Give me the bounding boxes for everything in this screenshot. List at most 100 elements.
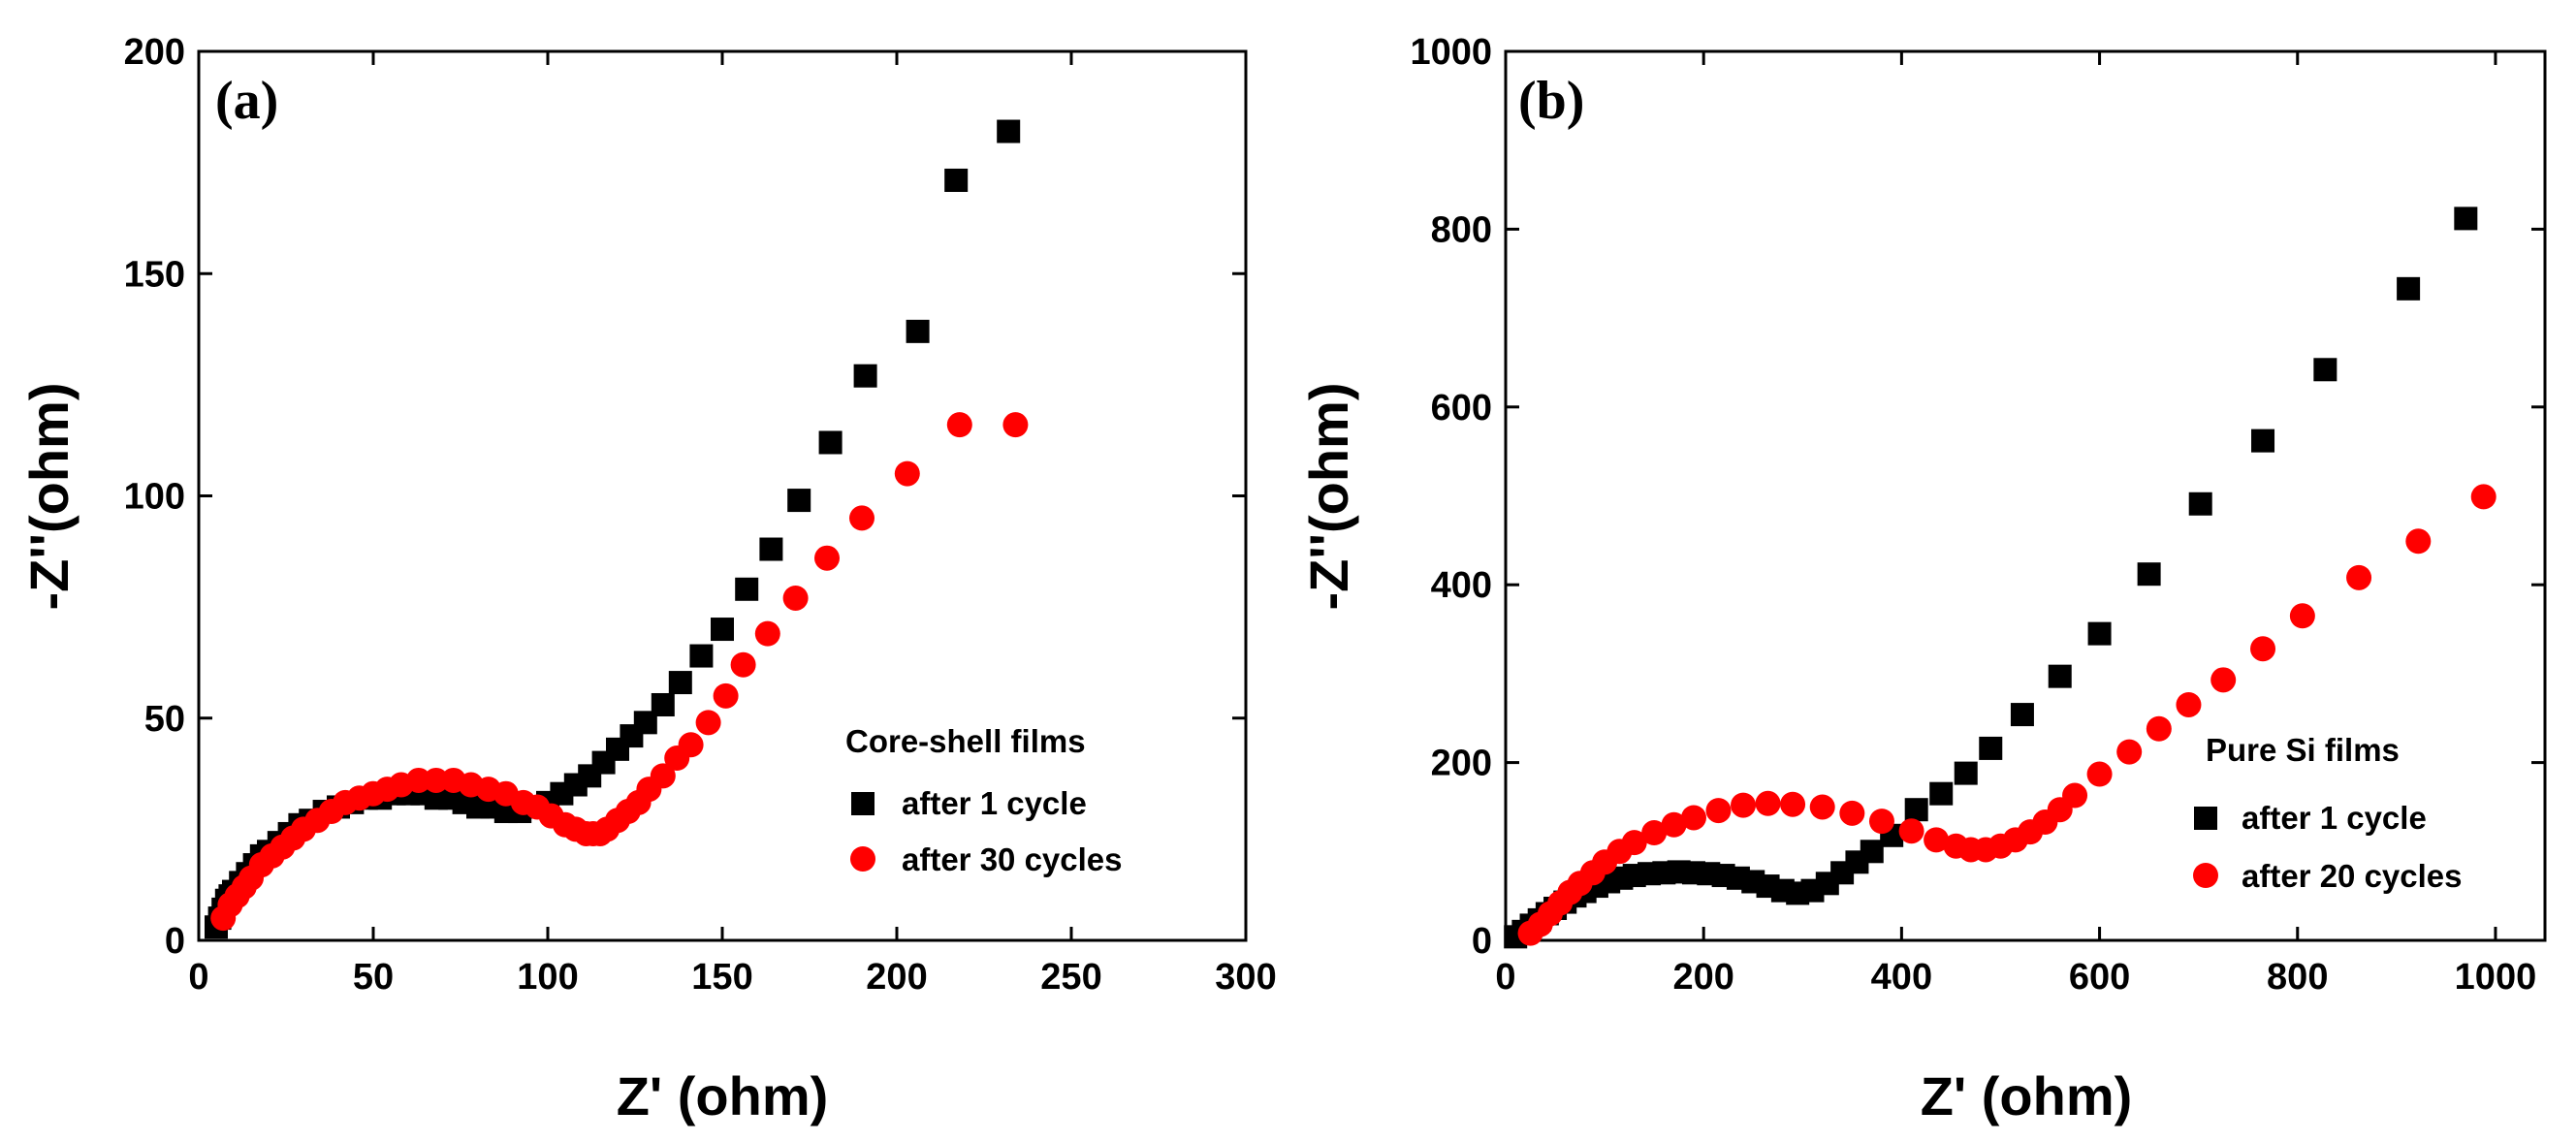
data-point-series-1 xyxy=(787,489,811,513)
data-point-series-2 xyxy=(2470,484,2496,510)
data-point-series-1 xyxy=(818,430,843,455)
panel-b-legend-marker-1 xyxy=(2194,807,2217,830)
data-point-series-1 xyxy=(944,168,969,192)
x-tick-label: 150 xyxy=(691,957,752,998)
data-point-series-1 xyxy=(1979,736,2003,760)
y-tick-label: 200 xyxy=(1431,744,1492,784)
x-tick-label: 1000 xyxy=(2455,957,2537,998)
data-point-series-2 xyxy=(2146,715,2172,742)
panel-b-legend-entry-1: after 1 cycle xyxy=(2242,800,2427,836)
panel-a-y-axis-label: -Z''(ohm) xyxy=(18,383,80,611)
data-point-series-2 xyxy=(405,767,431,793)
panel-a-ticks: 0 50 100 150 200 250 300 0 50 100 150 200 xyxy=(124,32,1277,998)
x-tick-label: 200 xyxy=(1672,957,1733,998)
x-tick-label: 0 xyxy=(188,957,208,998)
panel-a-legend-title: Core-shell films xyxy=(845,723,1086,759)
data-point-series-2 xyxy=(1809,794,1835,820)
data-point-series-2 xyxy=(894,460,920,487)
x-tick-label: 800 xyxy=(2267,957,2328,998)
data-point-series-1 xyxy=(735,577,759,601)
panel-b-chart: 0 200 400 600 800 1000 0 200 400 600 800 1000 (b) Z… xyxy=(1298,32,2547,1126)
data-point-series-2 xyxy=(2210,667,2237,693)
data-point-series-1 xyxy=(1929,781,1954,806)
data-point-series-2 xyxy=(2289,603,2315,629)
y-tick-label: 400 xyxy=(1431,565,1492,606)
y-tick-label: 600 xyxy=(1431,388,1492,428)
data-point-series-2 xyxy=(1002,412,1029,438)
panel-a-legend-marker-1 xyxy=(851,792,875,815)
x-tick-label: 400 xyxy=(1871,957,1932,998)
data-point-series-2 xyxy=(1641,820,1668,846)
data-point-series-2 xyxy=(946,412,972,438)
x-tick-label: 300 xyxy=(1215,957,1276,998)
data-point-series-2 xyxy=(1924,827,1950,853)
panel-b-label: (b) xyxy=(1518,71,1584,131)
x-tick-label: 200 xyxy=(866,957,927,998)
data-point-series-1 xyxy=(2251,428,2275,453)
data-point-series-1 xyxy=(689,644,714,668)
y-tick-label: 1000 xyxy=(1410,32,1492,73)
data-point-series-2 xyxy=(782,585,809,611)
data-point-series-2 xyxy=(2346,564,2372,590)
panel-b-legend-marker-2 xyxy=(2193,863,2218,888)
panel-b-legend: Pure Si films after 1 cycle after 20 cyc… xyxy=(2193,732,2463,894)
data-point-series-2 xyxy=(1755,790,1781,816)
data-point-series-2 xyxy=(650,763,676,789)
data-point-series-1 xyxy=(1954,761,1978,785)
panel-a-label: (a) xyxy=(215,71,278,131)
panel-b-y-axis-label: -Z''(ohm) xyxy=(1298,383,1359,611)
panel-a-chart: 0 50 100 150 200 250 300 0 50 100 150 200 (a) Z' (o… xyxy=(18,32,1277,1126)
data-point-series-1 xyxy=(2454,206,2478,231)
data-point-series-2 xyxy=(1780,791,1806,817)
data-point-series-1 xyxy=(2087,621,2112,646)
panel-a-legend-entry-2: after 30 cycles xyxy=(902,841,1123,877)
data-point-series-2 xyxy=(849,505,875,531)
data-point-series-2 xyxy=(2086,761,2113,787)
data-point-series-1 xyxy=(2137,562,2161,587)
y-tick-label: 0 xyxy=(165,921,185,962)
data-point-series-2 xyxy=(730,651,756,678)
data-point-series-2 xyxy=(1680,805,1706,831)
data-point-series-1 xyxy=(668,671,692,695)
data-point-series-2 xyxy=(678,732,704,758)
y-tick-label: 50 xyxy=(144,699,185,740)
data-point-series-2 xyxy=(1621,830,1647,856)
panel-b-legend-entry-2: after 20 cycles xyxy=(2242,858,2463,894)
panel-b-plot-frame xyxy=(1504,49,2547,942)
data-point-series-1 xyxy=(2397,276,2421,301)
data-point-series-2 xyxy=(2250,636,2276,662)
data-point-series-2 xyxy=(2062,782,2088,809)
data-point-series-1 xyxy=(2048,664,2072,688)
x-tick-label: 50 xyxy=(353,957,394,998)
x-tick-label: 0 xyxy=(1495,957,1515,998)
panel-a-legend-marker-2 xyxy=(850,846,875,872)
panel-b-legend-title: Pure Si films xyxy=(2206,732,2400,768)
panel-a-legend: Core-shell films after 1 cycle after 30 … xyxy=(845,723,1123,877)
data-point-series-1 xyxy=(711,618,734,642)
data-point-series-2 xyxy=(423,767,449,793)
panel-b-ticks: 0 200 400 600 800 1000 0 200 400 600 800 1000 xyxy=(1410,32,2545,998)
data-point-series-2 xyxy=(2116,739,2143,765)
data-point-series-1 xyxy=(1860,840,1884,864)
y-tick-label: 0 xyxy=(1472,921,1492,962)
data-point-series-1 xyxy=(2313,358,2337,382)
data-point-series-2 xyxy=(1898,818,1924,844)
y-tick-label: 100 xyxy=(124,477,185,518)
panel-b-points xyxy=(1504,206,2496,949)
data-point-series-1 xyxy=(651,692,675,716)
data-point-series-2 xyxy=(713,682,739,709)
data-point-series-2 xyxy=(1705,798,1732,824)
data-point-series-1 xyxy=(906,319,930,343)
data-point-series-1 xyxy=(1904,798,1928,822)
panel-a-legend-entry-1: after 1 cycle xyxy=(902,785,1087,821)
x-tick-label: 250 xyxy=(1040,957,1101,998)
x-tick-label: 600 xyxy=(2069,957,2130,998)
data-point-series-2 xyxy=(695,710,721,736)
data-point-series-1 xyxy=(997,119,1021,143)
data-point-series-2 xyxy=(2176,691,2202,717)
data-point-series-2 xyxy=(1731,792,1757,818)
y-tick-label: 200 xyxy=(124,32,185,73)
panel-a-points xyxy=(205,119,1029,939)
panel-b-x-axis-label: Z' (ohm) xyxy=(1921,1065,2133,1126)
